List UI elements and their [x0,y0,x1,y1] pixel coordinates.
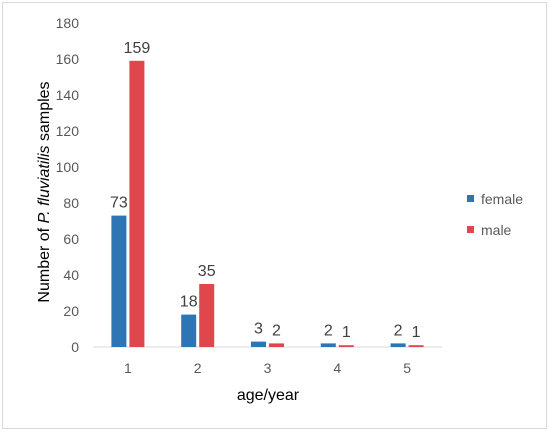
y-tick-label: 120 [56,123,80,139]
legend: female male [467,191,523,238]
y-tick-label: 0 [71,339,79,355]
bar-female-5 [390,343,406,347]
data-label-female-2: 18 [180,294,198,311]
y-tick-label: 140 [56,87,80,103]
x-tick-label: 3 [264,360,272,376]
y-axis-title-species: P. fluviatilis [36,145,53,223]
data-label-female-5: 2 [394,322,403,339]
x-tick-label: 5 [403,360,411,376]
bar-male-4 [338,345,354,347]
bar-male-2 [199,284,215,347]
bar-male-5 [408,345,424,347]
data-label-female-3: 3 [254,321,263,338]
legend-swatch-male [467,226,474,233]
bars [111,60,424,348]
chart-frame [2,2,547,429]
y-tick-label: 80 [63,195,79,211]
legend-label-male: male [481,222,512,238]
data-label-male-2: 35 [198,263,216,280]
data-label-male-5: 1 [412,324,421,341]
y-tick-labels: 0 20 40 60 80 100 120 140 160 180 [56,15,80,355]
bar-female-2 [181,314,197,347]
bar-female-1 [111,215,127,347]
y-tick-label: 160 [56,51,80,67]
x-tick-label: 1 [124,360,132,376]
x-tick-label: 4 [333,360,341,376]
y-tick-label: 40 [63,267,79,283]
y-tick-label: 60 [63,231,79,247]
data-label-male-4: 1 [342,324,351,341]
bar-male-3 [269,343,284,347]
y-tick-label: 20 [63,303,79,319]
data-label-female-1: 73 [110,195,128,212]
y-axis-title: Number of P. fluviatilis samples [36,81,53,302]
data-label-male-1: 159 [124,40,151,57]
x-tick-label: 2 [194,360,202,376]
y-tick-label: 180 [56,15,80,31]
x-axis-title: age/year [237,387,300,404]
data-label-female-4: 2 [324,322,333,339]
x-tick-labels: 1 2 3 4 5 [124,360,411,376]
bar-male-1 [129,60,145,348]
bar-female-4 [320,343,336,347]
y-axis-title-suffix: samples [36,81,53,145]
data-label-male-3: 2 [272,322,281,339]
y-axis-title-prefix: Number of [36,223,53,302]
legend-swatch-female [467,195,474,202]
y-tick-label: 100 [56,159,80,175]
bar-female-3 [251,341,266,347]
legend-label-female: female [481,191,523,207]
